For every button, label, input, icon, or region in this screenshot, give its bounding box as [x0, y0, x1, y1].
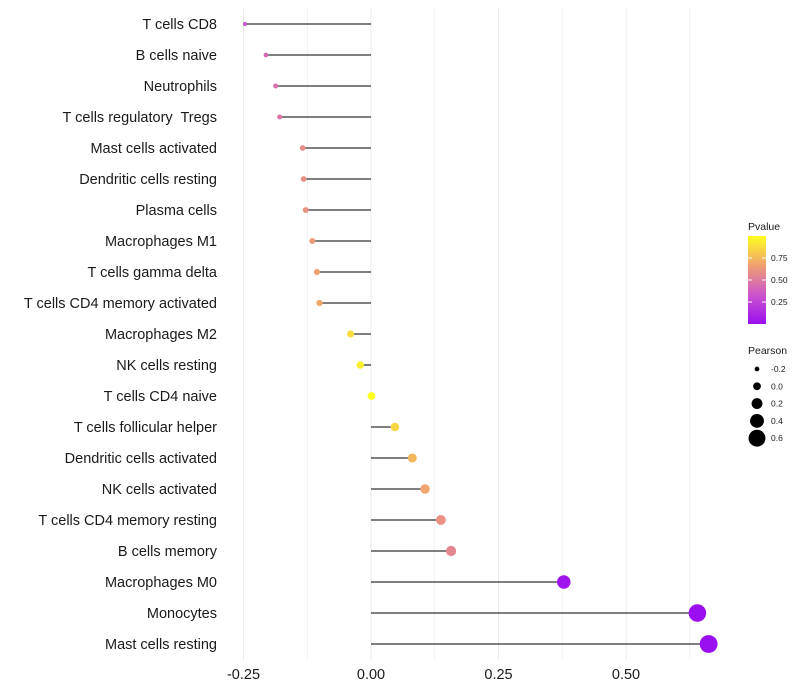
legend-pearson-keys: -0.2 0.0 0.2 0.4 0.6 — [748, 364, 786, 447]
data-point — [407, 453, 417, 463]
legend-pvalue-tick-label: 0.25 — [771, 297, 788, 307]
category-label: T cells follicular helper — [74, 420, 217, 436]
legend-pearson-key — [750, 413, 764, 428]
data-point — [263, 52, 269, 58]
category-label: Macrophages M0 — [105, 575, 217, 591]
legend-pvalue-ticks: 0.25 0.50 0.75 — [748, 253, 788, 307]
legend-pvalue-tick-label: 0.75 — [771, 253, 788, 263]
legend-pearson-label: 0.4 — [771, 416, 783, 426]
x-axis-ticks: -0.25 0.00 0.25 0.50 — [227, 667, 640, 683]
category-label: Monocytes — [147, 606, 217, 622]
legend-pvalue-title: Pvalue — [748, 221, 780, 233]
category-label: Mast cells resting — [105, 637, 217, 653]
data-point — [356, 361, 365, 369]
data-point — [367, 392, 376, 400]
grid-lines — [243, 8, 691, 660]
y-axis-labels: T cells CD8 B cells naive Neutrophils T cel… — [24, 17, 218, 653]
category-label: T cells CD4 memory resting — [38, 513, 217, 529]
data-point — [435, 515, 446, 525]
data-point — [347, 330, 355, 338]
legend-pearson-key — [753, 382, 761, 391]
category-label: Macrophages M2 — [105, 327, 217, 343]
data-point — [277, 114, 283, 120]
category-label: B cells memory — [118, 544, 218, 560]
data-point — [420, 484, 430, 494]
data-point — [557, 575, 571, 589]
stems — [245, 23, 709, 645]
legend-pearson-label: -0.2 — [771, 364, 786, 374]
x-tick-label: -0.25 — [227, 667, 260, 683]
data-point — [243, 21, 248, 27]
legend-pearson: Pearson -0.2 0.0 0.2 0.4 0.6 — [748, 345, 787, 447]
category-label: T cells CD4 naive — [104, 389, 217, 405]
data-point — [699, 635, 718, 653]
data-point — [302, 207, 309, 213]
category-label: Macrophages M1 — [105, 234, 217, 250]
legend-pearson-label: 0.6 — [771, 433, 783, 443]
x-tick-label: 0.00 — [357, 667, 385, 683]
legend-pvalue: Pvalue 0.25 0.50 0.75 — [748, 221, 788, 324]
data-point — [390, 422, 400, 432]
data-point — [688, 604, 707, 622]
legend-pearson-key — [748, 429, 766, 447]
category-label: Dendritic cells activated — [65, 451, 217, 467]
category-label: T cells regulatory Tregs — [63, 110, 217, 126]
category-label: Neutrophils — [144, 79, 217, 95]
category-label: B cells naive — [136, 48, 217, 64]
category-label: T cells CD8 — [142, 17, 217, 33]
category-label: NK cells activated — [102, 482, 217, 498]
legend-pvalue-colorbar — [748, 236, 766, 324]
category-label: NK cells resting — [116, 358, 217, 374]
legend-pearson-label: 0.0 — [771, 381, 783, 391]
data-point — [445, 545, 457, 557]
x-tick-label: 0.50 — [612, 667, 640, 683]
category-label: T cells gamma delta — [88, 265, 218, 281]
legend-pearson-title: Pearson — [748, 345, 787, 357]
legend-pearson-key — [754, 366, 760, 372]
category-label: Dendritic cells resting — [79, 172, 217, 188]
data-point — [316, 299, 323, 307]
data-point — [309, 237, 316, 245]
legend-pvalue-tick-label: 0.50 — [771, 275, 788, 285]
legend-pearson-key — [751, 398, 763, 410]
category-label: T cells CD4 memory activated — [24, 296, 217, 312]
category-label: Mast cells activated — [90, 141, 217, 157]
data-point — [273, 83, 279, 89]
points — [243, 21, 718, 653]
category-label: Plasma cells — [136, 203, 217, 219]
data-point — [300, 176, 307, 182]
legend-pearson-label: 0.2 — [771, 399, 783, 409]
x-tick-label: 0.25 — [484, 667, 512, 683]
data-point — [299, 145, 306, 151]
data-point — [313, 268, 321, 276]
